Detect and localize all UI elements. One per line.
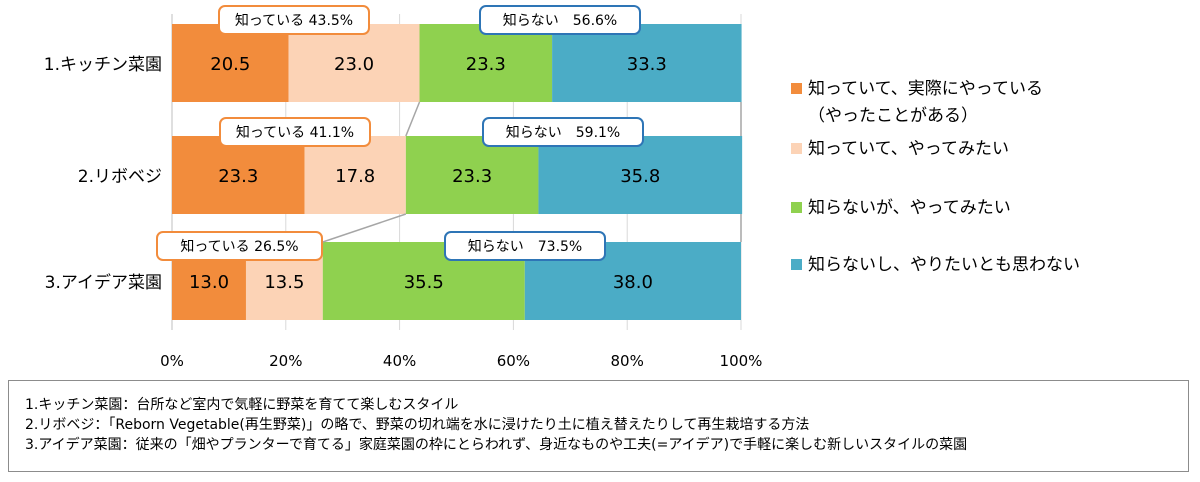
- annotation-dontknow-box: [482, 117, 644, 147]
- annotation-know-text: 知っている 43.5%: [235, 12, 353, 29]
- bar-segment: [405, 136, 539, 214]
- x-tick-label: 0%: [160, 352, 184, 370]
- legend-swatch: [791, 83, 802, 94]
- data-label: 13.0: [189, 272, 229, 293]
- x-tick-label: 80%: [611, 352, 644, 370]
- x-tick-label: 20%: [269, 352, 302, 370]
- series-line: [322, 213, 407, 243]
- footnote-3: 3.アイデア菜園：従来の「畑やプランターで育てる」家庭菜園の枠にとらわれず、身近…: [25, 437, 968, 453]
- annotation-dontknow-text: 知らない 56.6%: [503, 12, 617, 29]
- data-label: 17.8: [335, 166, 375, 187]
- category-label: 2.リボベジ: [78, 167, 162, 187]
- legend-label: 知らないが、やってみたい: [808, 198, 1011, 218]
- annotation-know-box: [156, 231, 323, 261]
- series-line: [405, 101, 421, 137]
- annotation-dontknow-text: 知らない 59.1%: [506, 124, 620, 141]
- data-label: 20.5: [210, 54, 250, 75]
- annotation-dontknow-box: [479, 5, 641, 35]
- legend-label: 知っていて、やってみたい: [808, 139, 1009, 159]
- x-tick-label: 60%: [497, 352, 530, 370]
- annotation-dontknow-box: [444, 231, 606, 261]
- bar-segment: [288, 24, 420, 102]
- data-label: 23.0: [334, 54, 374, 75]
- data-label: 33.3: [627, 54, 667, 75]
- annotation-know-box: [219, 117, 371, 147]
- data-label: 23.3: [218, 166, 258, 187]
- legend-swatch: [791, 202, 802, 213]
- bar-segment: [419, 24, 553, 102]
- legend-label: 知っていて、実際にやっている: [808, 79, 1043, 99]
- data-label: 23.3: [466, 54, 506, 75]
- legend-swatch: [791, 259, 802, 270]
- x-tick-label: 40%: [383, 352, 416, 370]
- data-label: 13.5: [264, 272, 304, 293]
- annotation-dontknow-text: 知らない 73.5%: [468, 238, 582, 255]
- annotation-know-text: 知っている 26.5%: [180, 238, 298, 255]
- data-label: 35.8: [620, 166, 660, 187]
- annotation-know-box: [218, 5, 370, 35]
- bar-segment: [552, 24, 742, 102]
- footnote-1: 1.キッチン菜園：台所など室内で気軽に野菜を育てて楽しむスタイル: [25, 397, 459, 413]
- bar-segment: [304, 136, 406, 214]
- footnote-2: 2.リボベジ：「Reborn Vegetable(再生野菜)」の略で、野菜の切れ…: [25, 417, 810, 433]
- footnote-box: 1.キッチン菜園：台所など室内で気軽に野菜を育てて楽しむスタイル 2.リボベジ：…: [8, 380, 1189, 472]
- bar-segment: [172, 24, 289, 102]
- bar-segment: [172, 136, 305, 214]
- stacked-bar-chart: 20.5 23.0 23.3 33.3 1.キッチン菜園 23.3 17.8 23.3 35.8…: [44, 5, 1080, 370]
- data-label: 23.3: [452, 166, 492, 187]
- x-tick-label: 100%: [720, 352, 763, 370]
- legend-label: （やったことがある）: [808, 106, 978, 126]
- category-label: 3.アイデア菜園: [45, 272, 162, 293]
- legend-swatch: [791, 143, 802, 154]
- legend-label: 知らないし、やりたいとも思わない: [808, 255, 1080, 275]
- annotation-know-text: 知っている 41.1%: [236, 124, 354, 141]
- bar-segment: [538, 136, 743, 214]
- data-label: 38.0: [613, 272, 653, 293]
- category-label: 1.キッチン菜園: [44, 55, 162, 75]
- data-label: 35.5: [404, 272, 444, 293]
